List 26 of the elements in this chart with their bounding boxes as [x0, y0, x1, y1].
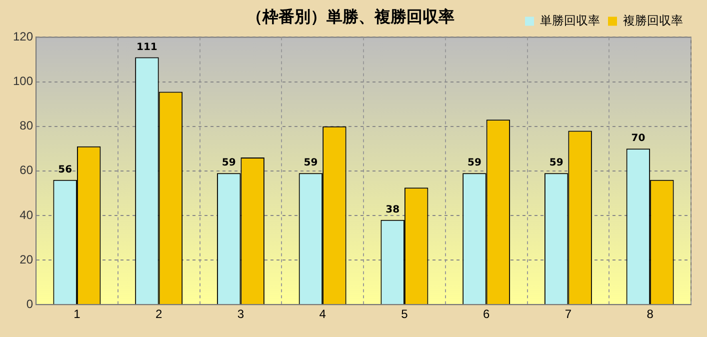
- x-tick-label: 8: [646, 307, 654, 322]
- x-tick-label: 1: [74, 307, 81, 322]
- x-tick-label: 7: [564, 307, 572, 322]
- x-tick-label: 5: [401, 307, 408, 322]
- data-label: 111: [136, 42, 158, 53]
- y-tick-label: 80: [20, 118, 34, 133]
- y-tick-label: 60: [20, 163, 34, 178]
- data-label: 56: [58, 164, 72, 176]
- data-label: 70: [631, 133, 646, 144]
- x-tick-label: 6: [482, 307, 490, 322]
- data-label: 59: [222, 158, 236, 169]
- legend-label: 単勝回収率: [540, 14, 600, 28]
- data-label: 59: [467, 158, 482, 169]
- x-tick-label: 3: [237, 307, 244, 322]
- y-tick-label: 120: [12, 30, 34, 44]
- legend-label: 複勝回収率: [623, 14, 683, 28]
- y-tick-label: 0: [26, 296, 34, 311]
- y-tick-label: 40: [20, 208, 34, 222]
- data-label: 38: [386, 204, 400, 216]
- x-tick-label: 4: [319, 307, 326, 322]
- y-tick-label: 100: [12, 74, 34, 88]
- data-label: 59: [549, 158, 564, 169]
- chart-title: （枠番別）単勝、複勝回収率: [246, 7, 454, 26]
- x-tick-label: 2: [155, 307, 162, 322]
- y-tick-label: 20: [20, 252, 34, 266]
- data-label: 59: [304, 158, 318, 169]
